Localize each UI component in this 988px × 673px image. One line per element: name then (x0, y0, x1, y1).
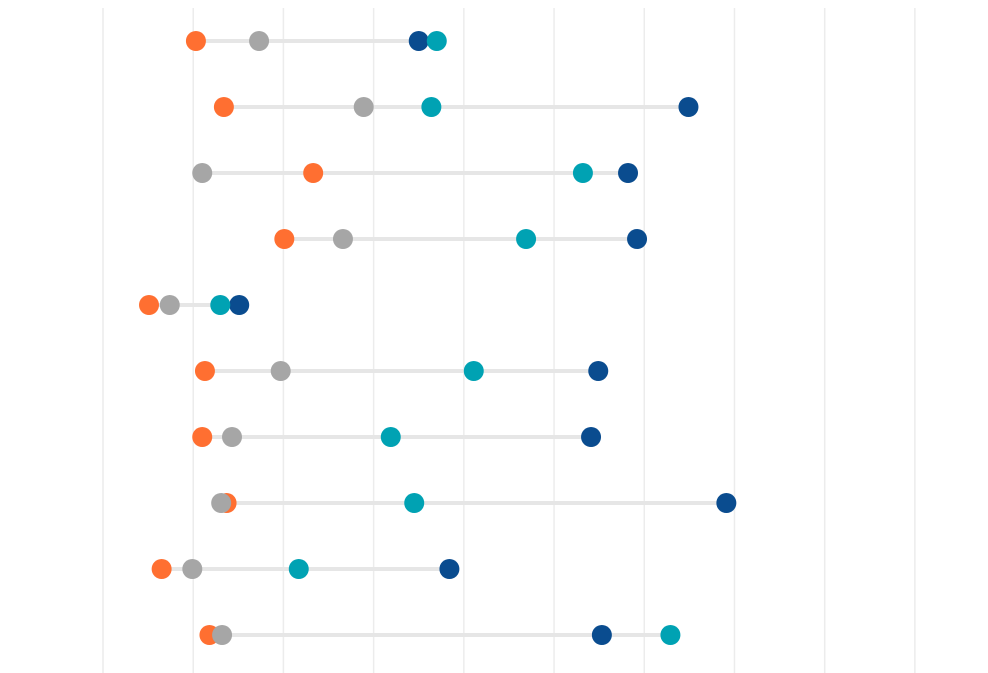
dot (288, 559, 309, 579)
dot (678, 97, 699, 117)
dot (139, 295, 160, 315)
dot (439, 559, 460, 579)
dot (618, 163, 639, 183)
dot (212, 625, 233, 645)
dot (185, 31, 206, 51)
dot (421, 97, 442, 117)
dot (660, 625, 681, 645)
dot (159, 295, 180, 315)
dot (210, 295, 231, 315)
dot (380, 427, 401, 447)
dot (249, 31, 270, 51)
dot (404, 493, 425, 513)
dot (716, 493, 737, 513)
dot (516, 229, 537, 249)
dot (408, 31, 429, 51)
dot (192, 427, 213, 447)
dot (151, 559, 172, 579)
dot (581, 427, 602, 447)
dot (213, 97, 234, 117)
dot (332, 229, 353, 249)
dot (627, 229, 648, 249)
dot (229, 295, 250, 315)
dot (303, 163, 324, 183)
dot (182, 559, 203, 579)
dot (194, 361, 215, 381)
dot (591, 625, 612, 645)
dot (222, 427, 243, 447)
dot (211, 493, 232, 513)
dot (270, 361, 291, 381)
dot (572, 163, 593, 183)
dot (426, 31, 447, 51)
dot (463, 361, 484, 381)
dot (353, 97, 374, 117)
dot (274, 229, 295, 249)
dot (588, 361, 609, 381)
dot (192, 163, 213, 183)
